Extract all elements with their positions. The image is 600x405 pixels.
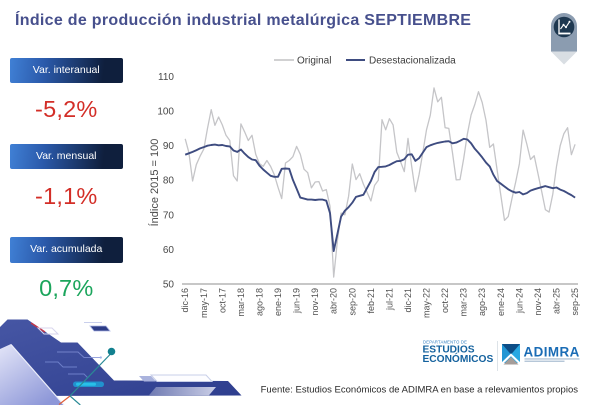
svg-text:DEPARTAMENTO DE: DEPARTAMENTO DE (423, 339, 467, 344)
svg-text:nov-24: nov-24 (533, 288, 543, 316)
svg-text:abr-25: abr-25 (552, 288, 562, 314)
svg-text:nov-19: nov-19 (310, 288, 320, 316)
svg-text:sep-25: sep-25 (570, 288, 580, 316)
svg-text:jun-24: jun-24 (514, 288, 524, 314)
svg-text:ene-19: ene-19 (273, 288, 283, 316)
svg-text:110: 110 (158, 72, 174, 83)
svg-text:dic-21: dic-21 (403, 288, 413, 313)
svg-text:50: 50 (163, 280, 175, 291)
svg-text:Índice 2015 = 100: Índice 2015 = 100 (148, 139, 161, 227)
svg-text:jul-21: jul-21 (384, 288, 394, 311)
svg-text:90: 90 (163, 141, 175, 152)
svg-text:oct-22: oct-22 (440, 288, 450, 313)
svg-text:ago-23: ago-23 (477, 288, 487, 316)
svg-text:mar-18: mar-18 (236, 288, 246, 317)
svg-text:Desestacionalizada: Desestacionalizada (369, 56, 456, 67)
svg-text:100: 100 (157, 107, 174, 118)
svg-text:70: 70 (163, 210, 175, 221)
svg-text:ADIMRA: ADIMRA (524, 345, 580, 360)
svg-text:ECONÓMICOS: ECONÓMICOS (423, 352, 494, 365)
svg-text:Fuente: Estudios Económicos de: Fuente: Estudios Económicos de ADIMRA en… (261, 385, 579, 396)
svg-text:dic-16: dic-16 (180, 288, 190, 313)
svg-text:60: 60 (163, 245, 175, 256)
svg-text:feb-21: feb-21 (366, 288, 376, 314)
svg-text:ene-24: ene-24 (496, 288, 506, 316)
svg-text:ago-18: ago-18 (255, 288, 265, 316)
svg-text:jun-19: jun-19 (292, 288, 302, 314)
svg-text:80: 80 (163, 176, 175, 187)
svg-text:sep-20: sep-20 (347, 288, 357, 316)
svg-text:mar-23: mar-23 (459, 288, 469, 317)
svg-text:may-17: may-17 (199, 288, 209, 318)
svg-text:ESTUDIOS: ESTUDIOS (423, 345, 475, 356)
svg-text:may-22: may-22 (422, 288, 432, 318)
svg-text:Original: Original (297, 56, 331, 67)
svg-text:oct-17: oct-17 (217, 288, 227, 313)
svg-text:abr-20: abr-20 (329, 288, 339, 314)
